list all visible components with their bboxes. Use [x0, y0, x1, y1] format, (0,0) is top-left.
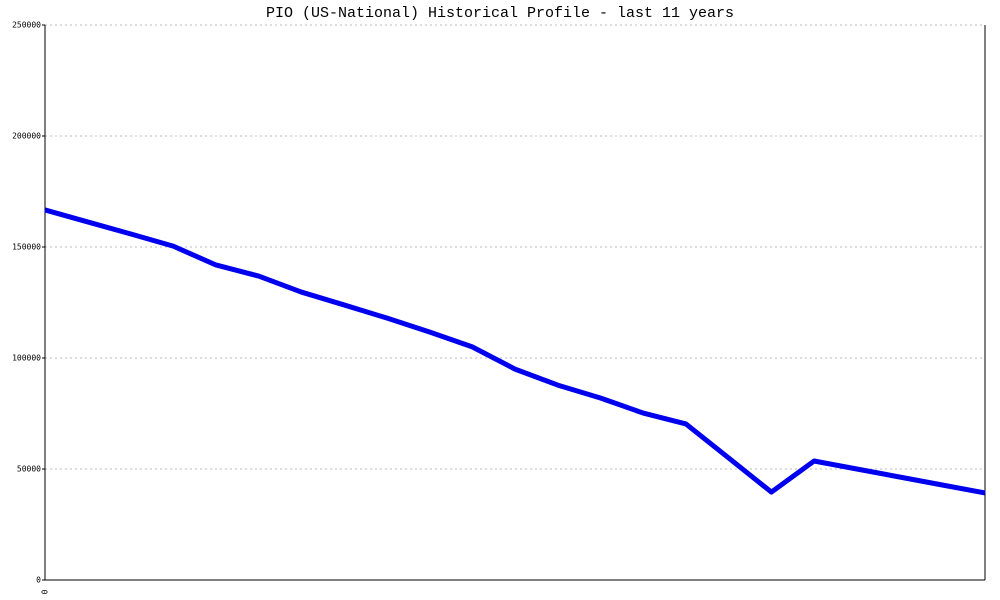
- chart-title: PIO (US-National) Historical Profile - l…: [266, 5, 734, 22]
- y-tick-label: 150000: [12, 243, 41, 252]
- y-tick-label: 100000: [12, 354, 41, 363]
- y-tick-label: 250000: [12, 21, 41, 30]
- y-tick-label: 0: [36, 576, 41, 585]
- y-tick-label: 200000: [12, 132, 41, 141]
- data-line: [44, 207, 986, 496]
- x-tick-label: 0: [41, 589, 50, 594]
- y-tick-label: 50000: [17, 465, 41, 474]
